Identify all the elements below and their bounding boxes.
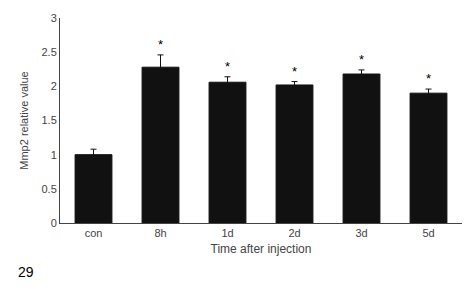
svg-text:3d: 3d (355, 227, 367, 239)
svg-text:1.5: 1.5 (42, 114, 57, 126)
svg-text:*: * (158, 37, 163, 52)
svg-text:1d: 1d (221, 227, 233, 239)
svg-text:2.5: 2.5 (42, 46, 57, 58)
svg-text:1: 1 (51, 149, 57, 161)
svg-text:8h: 8h (154, 227, 166, 239)
svg-text:Time after injection: Time after injection (211, 242, 312, 256)
svg-text:*: * (225, 59, 230, 74)
svg-text:*: * (292, 64, 297, 79)
svg-text:2d: 2d (288, 227, 300, 239)
svg-text:0: 0 (51, 217, 57, 229)
svg-text:con: con (85, 227, 103, 239)
svg-text:3: 3 (51, 12, 57, 24)
svg-text:*: * (359, 52, 364, 67)
svg-text:Mmp2 relative value: Mmp2 relative value (18, 71, 30, 169)
svg-text:*: * (426, 71, 431, 86)
svg-text:29: 29 (18, 264, 34, 280)
svg-text:0.5: 0.5 (42, 183, 57, 195)
svg-text:5d: 5d (422, 227, 434, 239)
svg-text:2: 2 (51, 80, 57, 92)
